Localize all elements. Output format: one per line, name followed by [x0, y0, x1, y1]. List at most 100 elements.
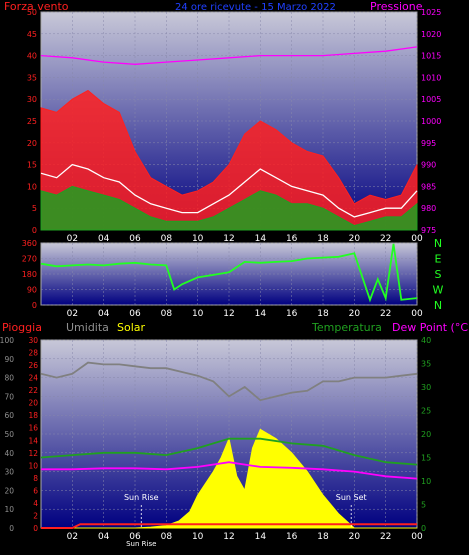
- x-tick-label: 06: [129, 234, 141, 244]
- humidity-tick-label: 10: [4, 505, 14, 514]
- rain-series: [41, 523, 417, 529]
- x-tick-label: 08: [161, 309, 173, 319]
- pressure-tick-label: 980: [421, 204, 436, 213]
- humidity-series: [40, 361, 418, 402]
- compass-label: N: [434, 299, 442, 312]
- x-tick-label: 08: [161, 234, 173, 244]
- x-tick-label: 14: [255, 532, 267, 542]
- x-tick-label: 18: [317, 532, 329, 542]
- x-tick-label: 10: [192, 532, 204, 542]
- humidity-label: Umidita: [66, 321, 109, 334]
- x-tick-label: 04: [98, 532, 110, 542]
- humidity-tick-label: 50: [4, 430, 14, 439]
- pressure-tick-label: 985: [421, 182, 436, 191]
- x-tick-label: 10: [192, 309, 204, 319]
- humidity-tick-label: 30: [4, 468, 14, 477]
- humidity-tick-label: 60: [4, 411, 14, 420]
- temperature-series: [40, 437, 418, 466]
- sunrise-axis-label: Sun Rise: [126, 540, 156, 548]
- rain-tick-label: 26: [28, 361, 38, 370]
- wind-direction-panel: 0 N 90 E 180 S 270 W 360 N 02 04 06 08 10 12 14 16 18 20 22 0…: [22, 237, 444, 319]
- temperature-tick-label: 5: [421, 501, 426, 510]
- pressure-series: [40, 46, 418, 65]
- wind-tick-label: 15: [27, 161, 37, 170]
- x-tick-label: 18: [317, 234, 329, 244]
- rain-tick-label: 18: [28, 411, 38, 420]
- rain-tick-label: 20: [28, 399, 38, 408]
- rain-tick-label: 30: [28, 336, 38, 345]
- humidity-tick-label: 100: [0, 336, 14, 345]
- dew-point-series: [41, 461, 418, 480]
- x-tick-label: 16: [286, 532, 298, 542]
- direction-tick-label: 270: [22, 255, 37, 264]
- pressure-tick-label: 1020: [421, 30, 441, 39]
- x-tick-label: 20: [349, 234, 361, 244]
- direction-plot-ticks: 0 N 90 E 180 S 270 W 360 N 02 04 06 08 10 12 14 16 18 20 22 0…: [22, 237, 444, 319]
- temperature-tick-label: 30: [421, 383, 431, 392]
- direction-tick-label: 180: [22, 270, 37, 279]
- dew-point-label: Dew Point (°C): [392, 321, 469, 334]
- compass-label: S: [435, 268, 442, 281]
- wind-average-series: [40, 185, 418, 231]
- pressure-tick-label: 1025: [421, 8, 441, 17]
- wind-tick-label: 40: [27, 52, 37, 61]
- rain-label: Pioggia: [2, 321, 42, 334]
- rain-tick-label: 28: [28, 349, 38, 358]
- chart-title: 24 ore ricevute - 15 Marzo 2022: [175, 2, 336, 13]
- wind-gust-series: [40, 163, 418, 218]
- x-tick-label: 12: [223, 309, 234, 319]
- pressure-axis-label: Pressione: [370, 0, 423, 13]
- temperature-tick-label: 25: [421, 407, 431, 416]
- temperature-tick-label: 20: [421, 430, 431, 439]
- humidity-tick-label: 80: [4, 374, 14, 383]
- pressure-tick-label: 990: [421, 161, 436, 170]
- climate-plot-series: Sun Rise Sun Set: [40, 361, 418, 529]
- x-tick-label: 10: [192, 234, 204, 244]
- pressure-tick-label: 1000: [421, 117, 441, 126]
- rain-tick-label: 8: [33, 474, 38, 483]
- climate-panel: Sun Rise Sun Set 010203040506070809010002…: [0, 321, 469, 548]
- temperature-tick-label: 35: [421, 360, 431, 369]
- rain-tick-label: 0: [33, 524, 38, 533]
- direction-tick-label: 0: [32, 301, 37, 310]
- x-tick-label: 00: [411, 234, 423, 244]
- sun-event-label: Sun Rise: [124, 493, 159, 502]
- solar-label: Solar: [117, 321, 146, 334]
- solar-series: [41, 428, 417, 529]
- direction-plot-grid: [41, 242, 418, 306]
- compass-label: W: [433, 284, 444, 297]
- rain-tick-label: 24: [28, 374, 38, 383]
- humidity-tick-label: 0: [9, 524, 14, 533]
- compass-label: E: [435, 253, 442, 266]
- pressure-tick-label: 1005: [421, 95, 441, 104]
- rain-tick-label: 6: [33, 486, 38, 495]
- direction-plot-series: [40, 243, 418, 303]
- x-tick-label: 06: [129, 309, 141, 319]
- sun-event-label: Sun Set: [336, 493, 367, 502]
- x-tick-label: 00: [411, 532, 423, 542]
- x-tick-label: 18: [317, 309, 329, 319]
- rain-tick-label: 10: [28, 461, 38, 470]
- temperature-tick-label: 10: [421, 477, 431, 486]
- temperature-tick-label: 15: [421, 454, 431, 463]
- rain-tick-label: 12: [28, 449, 38, 458]
- rain-tick-label: 4: [33, 499, 38, 508]
- x-tick-label: 22: [380, 532, 391, 542]
- humidity-tick-label: 20: [4, 486, 14, 495]
- temperature-tick-label: 40: [421, 336, 431, 345]
- wind-tick-label: 50: [27, 8, 37, 17]
- humidity-tick-label: 40: [4, 449, 14, 458]
- x-tick-label: 04: [98, 234, 110, 244]
- x-tick-label: 12: [223, 532, 234, 542]
- x-tick-label: 14: [255, 234, 267, 244]
- wind-tick-label: 0: [32, 226, 37, 235]
- x-tick-label: 20: [349, 532, 361, 542]
- x-tick-label: 04: [98, 309, 110, 319]
- rain-tick-label: 14: [28, 436, 38, 445]
- wind-tick-label: 25: [27, 117, 37, 126]
- wind-tick-label: 45: [27, 30, 37, 39]
- x-tick-label: 16: [286, 309, 298, 319]
- x-tick-label: 14: [255, 309, 267, 319]
- wind-tick-label: 10: [27, 182, 37, 191]
